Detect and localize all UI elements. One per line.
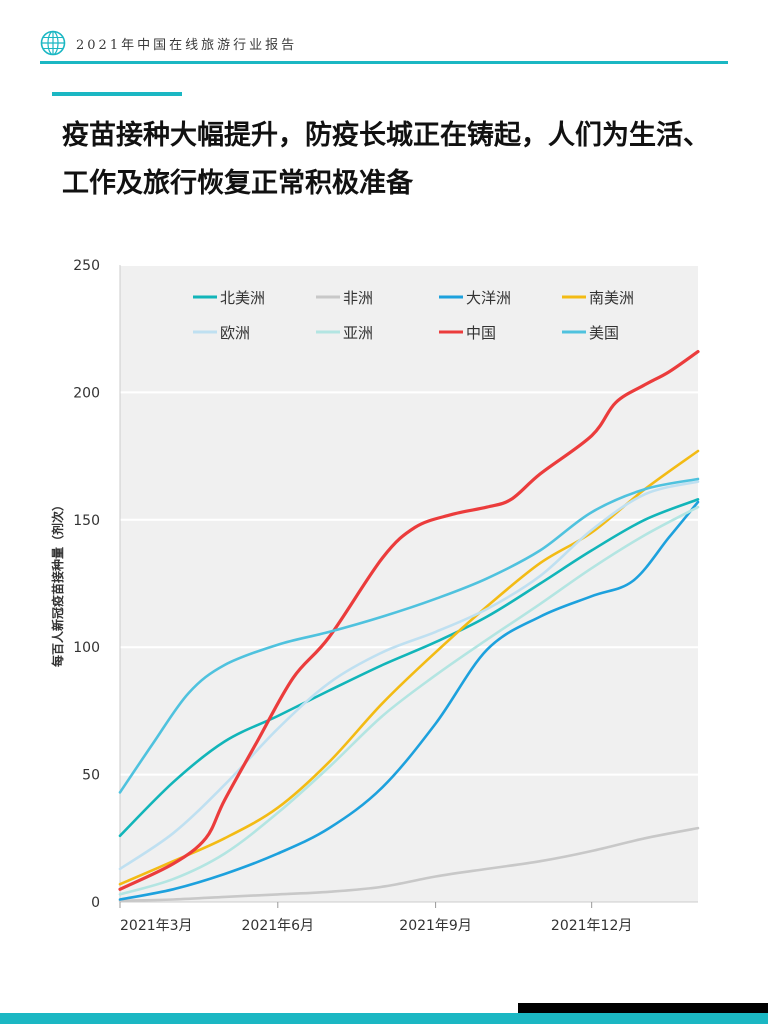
- y-tick-label: 0: [91, 895, 100, 911]
- footer-teal-bar: [0, 1013, 768, 1024]
- legend-label: 美国: [589, 324, 619, 342]
- series-line: [118, 480, 700, 871]
- header-divider: [40, 61, 728, 64]
- plot-area: [120, 265, 698, 902]
- footer-black-bar: [518, 1003, 768, 1013]
- series-line: [118, 826, 700, 902]
- y-tick-label: 150: [73, 513, 100, 529]
- series-line: [118, 350, 700, 891]
- legend-label: 中国: [466, 324, 496, 342]
- axes: 0 50 100 150 200 250 2021年3月 2021年6月 2021年9月 2021…: [73, 258, 698, 934]
- page-headline: 疫苗接种大幅提升，防疫长城正在铸起，人们为生活、工作及旅行恢复正常积极准备: [62, 120, 710, 199]
- series-line: [118, 498, 700, 838]
- report-header: 2021年中国在线旅游行业报告: [40, 28, 728, 62]
- report-title: 2021年中国在线旅游行业报告: [76, 38, 298, 53]
- y-tick-label: 250: [73, 258, 100, 274]
- y-tick-label: 200: [73, 385, 100, 401]
- x-tick-label: 2021年9月: [399, 918, 472, 934]
- series-line: [118, 449, 700, 886]
- legend-label: 北美洲: [220, 289, 265, 307]
- gridlines: [120, 264, 698, 776]
- legend-label: 大洋洲: [466, 289, 511, 307]
- y-tick-label: 100: [73, 640, 100, 656]
- legend-label: 亚洲: [343, 324, 373, 342]
- series-line: [118, 477, 700, 794]
- y-tick-label: 50: [82, 768, 100, 784]
- series-lines: [118, 350, 700, 902]
- headline-accent-bar: [52, 92, 182, 96]
- globe-icon: [40, 30, 66, 56]
- vaccination-line-chart: 0 50 100 150 200 250 2021年3月 2021年6月 2021年9月 2021…: [50, 258, 700, 934]
- series-line: [118, 505, 700, 896]
- y-axis-label: 每百人新冠疫苗接种量（剂次）: [50, 499, 65, 667]
- legend-label: 南美洲: [589, 289, 634, 307]
- x-tick-label: 2021年3月: [120, 918, 193, 934]
- series-line: [118, 500, 700, 901]
- legend-label: 欧洲: [220, 324, 250, 342]
- x-tick-label: 2021年12月: [551, 918, 632, 934]
- legend-label: 非洲: [343, 289, 373, 307]
- x-tick-label: 2021年6月: [242, 918, 315, 934]
